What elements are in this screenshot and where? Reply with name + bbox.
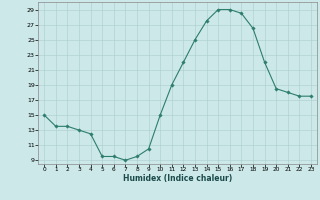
X-axis label: Humidex (Indice chaleur): Humidex (Indice chaleur) bbox=[123, 174, 232, 183]
